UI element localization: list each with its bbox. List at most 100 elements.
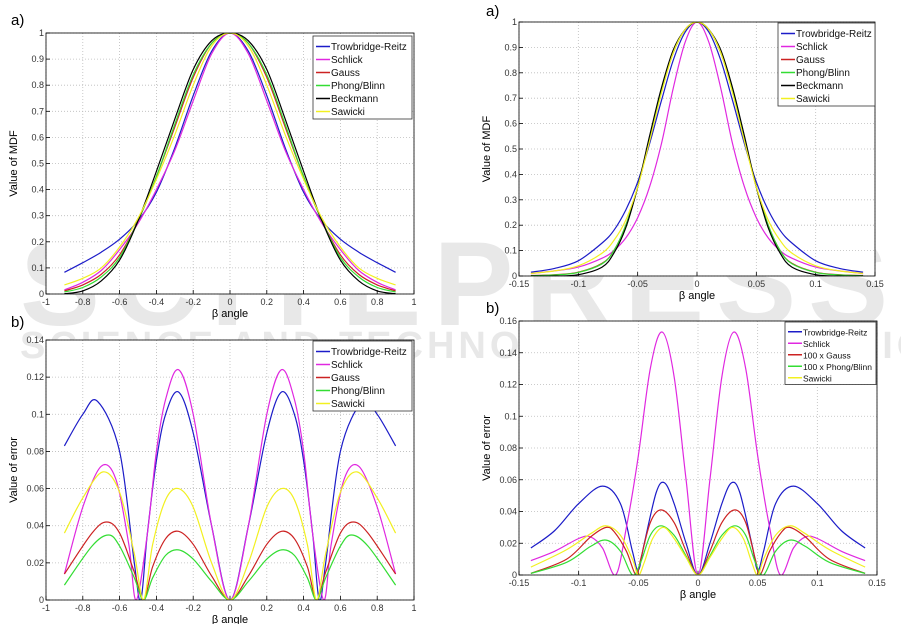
plot-frame <box>518 320 878 576</box>
series-line-gauss <box>64 33 396 292</box>
y-tick-label: 0.2 <box>31 237 44 247</box>
series-line-sawicki <box>530 22 864 275</box>
y-tick-label: 0.4 <box>31 185 44 195</box>
x-tick-label: 0 <box>227 603 232 613</box>
panel-label-left-b: b) <box>11 314 25 331</box>
series-line-beckmann <box>530 22 864 276</box>
x-tick-label: 0.8 <box>371 297 384 307</box>
legend-entry: Trowbridge-Reitz <box>796 29 872 40</box>
x-tick-label: -0.6 <box>112 603 128 613</box>
x-tick-label: 0.2 <box>261 603 274 613</box>
y-tick-label: 0.5 <box>504 144 517 154</box>
y-tick-label: 0.14 <box>499 348 517 358</box>
y-tick-label: 0.1 <box>504 411 517 421</box>
x-tick-label: 1 <box>411 297 416 307</box>
y-tick-label: 0 <box>512 271 517 281</box>
series-line-beckmann <box>64 33 396 294</box>
y-tick-label: 0.02 <box>499 538 517 548</box>
panel-label-right-b: b) <box>486 300 500 317</box>
series-line-schlick <box>64 33 396 291</box>
legend-entry: Sawicki <box>803 373 832 383</box>
x-tick-label: -0.8 <box>75 297 91 307</box>
plot-frame <box>45 339 415 601</box>
legend-entry: Phong/Blinn <box>796 68 850 79</box>
series-line-schlick <box>63 369 397 600</box>
x-tick-label: 0.15 <box>866 279 884 289</box>
legend-entry: Beckmann <box>796 81 843 92</box>
y-tick-label: 0.16 <box>499 316 517 326</box>
series-line-sawicki <box>63 471 397 600</box>
y-tick-label: 0 <box>39 595 44 605</box>
legend: Trowbridge-Reitz Schlick Gauss Phong/Blinn B… <box>777 22 876 107</box>
y-tick-label: 0.06 <box>499 475 517 485</box>
x-tick-label: -1 <box>42 297 50 307</box>
y-tick-label: 0.7 <box>504 93 517 103</box>
y-tick-label: 0.12 <box>499 380 517 390</box>
x-tick-label: 0.1 <box>811 578 824 588</box>
legend: Trowbridge-Reitz Schlick Gauss Phong/Blinn B… <box>312 35 413 120</box>
series-line-gauss <box>530 509 866 575</box>
x-tick-label: 1 <box>411 603 416 613</box>
legend-entry: Gauss <box>331 373 360 384</box>
legend: Trowbridge-Reitz Schlick Gauss Phong/Blinn S… <box>312 340 413 412</box>
plot-frame <box>518 21 876 277</box>
x-tick-label: 0 <box>227 297 232 307</box>
x-tick-label: -0.8 <box>75 603 91 613</box>
x-tick-label: -0.6 <box>112 297 128 307</box>
y-tick-label: 0.06 <box>26 484 44 494</box>
legend-box <box>312 340 413 412</box>
series-line-trowbridge-reitz <box>530 481 866 575</box>
y-tick-label: 0.3 <box>31 211 44 221</box>
legend-entry: Schlick <box>331 360 364 371</box>
x-tick-label: 0.05 <box>748 279 766 289</box>
legend-entry: Schlick <box>331 55 364 66</box>
x-tick-label: -0.15 <box>509 578 530 588</box>
legend-entry: Sawicki <box>796 94 830 105</box>
legend-entry: Gauss <box>331 68 360 79</box>
x-tick-label: 0.4 <box>297 297 310 307</box>
series-line-schlick <box>530 331 866 575</box>
series-line-trowbridge-reitz <box>63 390 397 600</box>
series-line-phong-blinn <box>530 22 864 276</box>
x-tick-label: 0.1 <box>809 279 822 289</box>
y-axis-label: Value of error <box>8 437 20 503</box>
y-tick-label: 0.6 <box>31 132 44 142</box>
x-tick-label: -0.15 <box>509 279 530 289</box>
y-tick-label: 0.08 <box>26 446 44 456</box>
y-tick-label: 0.12 <box>26 372 44 382</box>
x-axis-label: β angle <box>212 614 248 624</box>
x-tick-label: -0.1 <box>571 578 587 588</box>
y-tick-label: 0.3 <box>504 195 517 205</box>
y-tick-label: 1 <box>512 17 517 27</box>
x-tick-label: -0.2 <box>185 603 201 613</box>
series-line-gauss <box>63 521 397 600</box>
series-line-phong-blinn <box>63 534 397 600</box>
x-tick-label: -0.4 <box>149 603 165 613</box>
panel-label-right-a: a) <box>486 3 500 20</box>
y-tick-label: 1 <box>39 28 44 38</box>
legend-entry: 100 x Phong/Blinn <box>803 362 872 372</box>
legend-entry: Phong/Blinn <box>331 386 385 397</box>
plot-frame <box>45 32 415 295</box>
y-tick-label: 0.5 <box>31 159 44 169</box>
y-tick-label: 0.9 <box>504 42 517 52</box>
x-axis-label: β angle <box>212 308 248 320</box>
series-line-schlick <box>530 22 864 275</box>
legend-box <box>312 35 413 120</box>
x-tick-label: -0.2 <box>185 297 201 307</box>
legend-entry: Trowbridge-Reitz <box>331 347 407 358</box>
series-line-phong-blinn <box>530 525 866 575</box>
x-tick-label: 0.2 <box>261 297 274 307</box>
x-tick-label: -0.05 <box>628 578 649 588</box>
y-tick-label: 0.4 <box>504 169 517 179</box>
chart-right-a: -0.15 -0.1 -0.05 0 0.05 0.1 0.15 0 0.1 0.2 0.3 0.4 0… <box>481 17 884 302</box>
chart-left-a: -1 -0.8 -0.6 -0.4 -0.2 0 0.2 0.4 0.6 0.8 1 0 0.1 0.2 0… <box>8 28 417 320</box>
x-tick-label: 0.05 <box>749 578 767 588</box>
y-tick-label: 0.2 <box>504 220 517 230</box>
legend-entry: Trowbridge-Reitz <box>331 42 407 53</box>
x-axis-label: β angle <box>680 589 716 601</box>
x-tick-label: 0.6 <box>334 297 347 307</box>
y-tick-label: 0 <box>39 289 44 299</box>
y-tick-label: 0.7 <box>31 106 44 116</box>
